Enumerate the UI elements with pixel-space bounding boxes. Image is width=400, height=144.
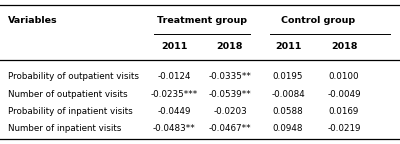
Text: 0.0169: 0.0169 [329,107,359,116]
Text: -0.0335**: -0.0335** [208,72,252,81]
Text: -0.0124: -0.0124 [157,72,191,81]
Text: -0.0539**: -0.0539** [209,90,251,99]
Text: Probability of outpatient visits: Probability of outpatient visits [8,72,139,81]
Text: 0.0100: 0.0100 [329,72,359,81]
Text: -0.0483**: -0.0483** [153,124,195,133]
Text: 2018: 2018 [217,42,243,51]
Text: -0.0219: -0.0219 [327,124,361,133]
Text: -0.0467**: -0.0467** [209,124,251,133]
Text: 0.0195: 0.0195 [273,72,303,81]
Text: -0.0084: -0.0084 [271,90,305,99]
Text: -0.0235***: -0.0235*** [150,90,198,99]
Text: 2018: 2018 [331,42,357,51]
Text: Number of inpatient visits: Number of inpatient visits [8,124,121,133]
Text: 2011: 2011 [161,42,187,51]
Text: Treatment group: Treatment group [157,16,247,25]
Text: 0.0588: 0.0588 [273,107,303,116]
Text: -0.0449: -0.0449 [157,107,191,116]
Text: 0.0948: 0.0948 [273,124,303,133]
Text: -0.0049: -0.0049 [327,90,361,99]
Text: Variables: Variables [8,16,58,25]
Text: Number of outpatient visits: Number of outpatient visits [8,90,128,99]
Text: Probability of inpatient visits: Probability of inpatient visits [8,107,133,116]
Text: 2011: 2011 [275,42,301,51]
Text: Control group: Control group [281,16,355,25]
Text: -0.0203: -0.0203 [213,107,247,116]
